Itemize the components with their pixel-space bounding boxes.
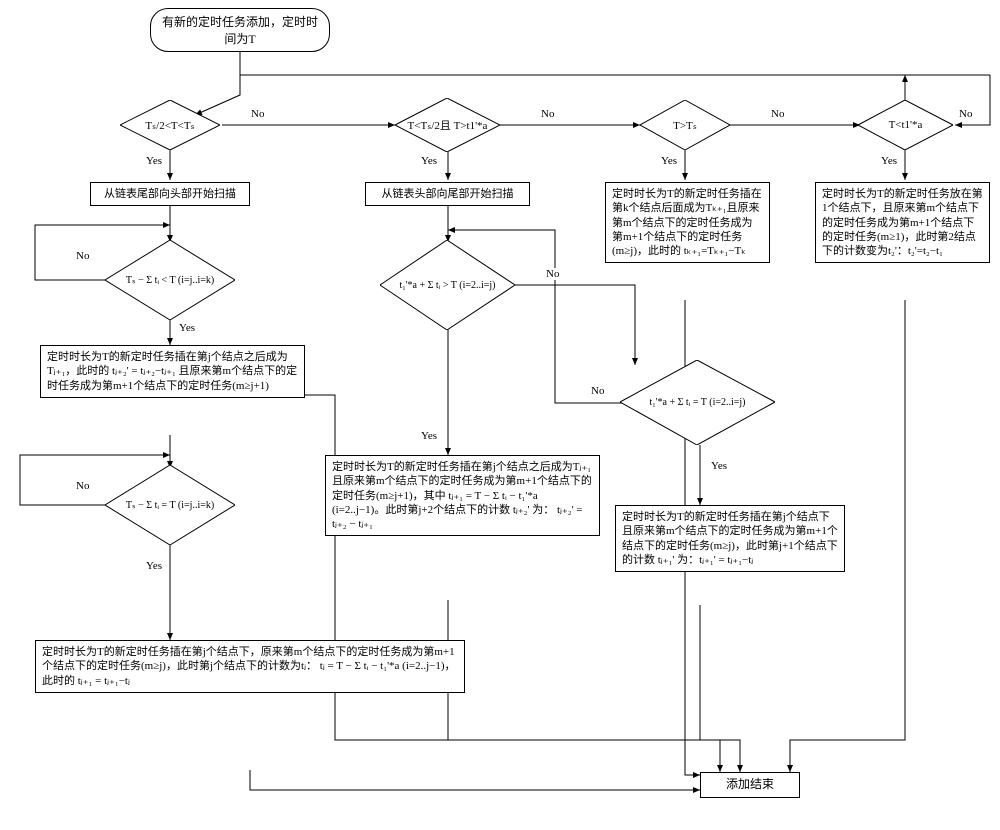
d2-no: No (540, 108, 555, 120)
d3-no: No (770, 108, 785, 120)
process-b7: 定时时长为T的新定时任务插在第j个结点下且原来第m个结点下的定时任务成为第m+1… (615, 505, 845, 572)
end-label: 添加结束 (726, 777, 774, 791)
decision-d7: Tₛ − Σ tᵢ = T (i=j..i=k) (105, 465, 235, 545)
process-b6: 定时时长为T的新定时任务插在第j个结点之后成为Tⱼ₊₁且原来第m个结点下的定时任… (325, 455, 600, 536)
d1-yes: Yes (145, 155, 163, 167)
d3-label: T>Tₛ (673, 119, 697, 132)
process-b5: 定时时长为T的新定时任务插在第j个结点之后成为Tⱼ₊₁，此时的 tⱼ₊₂' = … (40, 345, 305, 398)
decision-d2: T<Tₛ/2且 T>t1'*a (395, 98, 500, 152)
b5-label: 定时时长为T的新定时任务插在第j个结点之后成为Tⱼ₊₁，此时的 tⱼ₊₂' = … (47, 351, 297, 392)
decision-d5: Tₛ − Σ tᵢ < T (i=j..i=k) (105, 240, 235, 320)
d6-no: No (545, 268, 560, 280)
d8-label: t₁'*a + Σ tᵢ = T (i=2..i=j) (649, 397, 745, 408)
d4-label: T<t1'*a (889, 119, 923, 131)
d5-no: No (75, 250, 90, 262)
decision-d8: t₁'*a + Σ tᵢ = T (i=2..i=j) (620, 360, 775, 445)
decision-d6: t₁'*a + Σ tᵢ > T (i=2..i=j) (380, 240, 515, 330)
d4-no: No (958, 108, 973, 120)
process-b1: 从链表尾部向头部开始扫描 (90, 182, 250, 206)
process-b8: 定时时长为T的新定时任务插在第j个结点下，原来第m个结点下的定时任务成为第m+1… (35, 640, 465, 693)
d1-no: No (250, 108, 265, 120)
b4-label: 定时时长为T的新定时任务放在第1个结点下，且原来第m个结点下的定时任务成为第m+… (822, 188, 983, 257)
d7-yes: Yes (145, 560, 163, 572)
process-b4: 定时时长为T的新定时任务放在第1个结点下，且原来第m个结点下的定时任务成为第m+… (815, 182, 990, 263)
d6-label: t₁'*a + Σ tᵢ > T (i=2..i=j) (399, 280, 495, 291)
d7-label: Tₛ − Σ tᵢ = T (i=j..i=k) (126, 500, 214, 511)
b8-label: 定时时长为T的新定时任务插在第j个结点下，原来第m个结点下的定时任务成为第m+1… (42, 646, 456, 687)
process-b3: 定时时长为T的新定时任务插在第k个结点后面成为Tₖ₊₁且原来第m个结点下的定时任… (605, 182, 770, 263)
decision-d3: T>Tₛ (640, 100, 730, 150)
b3-label: 定时时长为T的新定时任务插在第k个结点后面成为Tₖ₊₁且原来第m个结点下的定时任… (612, 188, 762, 257)
b1-label: 从链表尾部向头部开始扫描 (104, 188, 236, 200)
d7-no: No (75, 480, 90, 492)
start-node: 有新的定时任务添加，定时时间为T (150, 8, 330, 52)
d8-yes: Yes (710, 460, 728, 472)
decision-d1: Tₛ/2<T<Tₛ (120, 100, 220, 150)
d2-yes: Yes (420, 155, 438, 167)
d1-label: Tₛ/2<T<Tₛ (145, 119, 194, 132)
d3-yes: Yes (660, 155, 678, 167)
process-b2: 从链表头部向尾部开始扫描 (365, 182, 530, 206)
d5-yes: Yes (178, 322, 196, 334)
b7-label: 定时时长为T的新定时任务插在第j个结点下且原来第m个结点下的定时任务成为第m+1… (622, 511, 838, 566)
b6-label: 定时时长为T的新定时任务插在第j个结点之后成为Tⱼ₊₁且原来第m个结点下的定时任… (332, 461, 592, 530)
end-node: 添加结束 (700, 772, 800, 798)
d6-yes: Yes (420, 430, 438, 442)
d4-yes: Yes (880, 155, 898, 167)
start-label: 有新的定时任务添加，定时时间为T (162, 15, 318, 46)
d2-label: T<Tₛ/2且 T>t1'*a (408, 117, 488, 133)
d5-label: Tₛ − Σ tᵢ < T (i=j..i=k) (126, 275, 214, 286)
b2-label: 从链表头部向尾部开始扫描 (382, 188, 514, 200)
decision-d4: T<t1'*a (858, 100, 953, 150)
d8-no: No (590, 385, 605, 397)
